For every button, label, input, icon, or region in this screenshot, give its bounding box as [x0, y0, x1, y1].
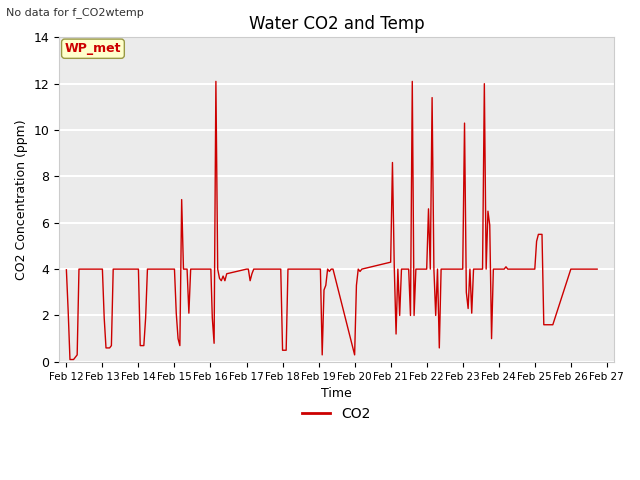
Y-axis label: CO2 Concentration (ppm): CO2 Concentration (ppm) — [15, 119, 28, 280]
X-axis label: Time: Time — [321, 387, 352, 400]
Title: Water CO2 and Temp: Water CO2 and Temp — [249, 15, 424, 33]
Text: No data for f_CO2wtemp: No data for f_CO2wtemp — [6, 7, 144, 18]
Text: WP_met: WP_met — [65, 42, 121, 55]
Legend: CO2: CO2 — [297, 401, 376, 426]
